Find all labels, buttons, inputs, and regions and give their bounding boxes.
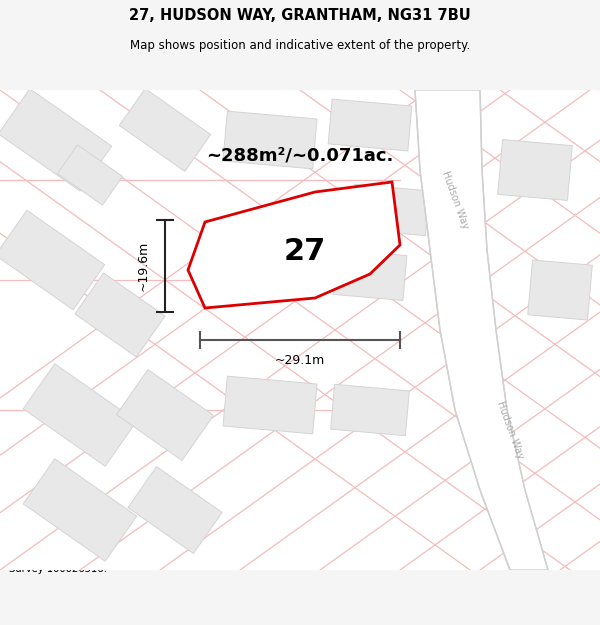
Polygon shape <box>23 364 137 466</box>
Polygon shape <box>0 210 104 310</box>
Polygon shape <box>328 99 412 151</box>
Polygon shape <box>116 369 214 461</box>
Text: Contains OS data © Crown copyright and database right 2021. This information is : Contains OS data © Crown copyright and d… <box>9 529 587 574</box>
Polygon shape <box>223 376 317 434</box>
Polygon shape <box>0 89 112 191</box>
Text: ~19.6m: ~19.6m <box>137 241 149 291</box>
Polygon shape <box>223 241 317 299</box>
Polygon shape <box>415 90 548 570</box>
Polygon shape <box>333 249 407 301</box>
Polygon shape <box>498 139 572 201</box>
Text: Map shows position and indicative extent of the property.: Map shows position and indicative extent… <box>130 39 470 51</box>
Text: ~288m²/~0.071ac.: ~288m²/~0.071ac. <box>206 146 394 164</box>
Polygon shape <box>223 111 317 169</box>
Text: 27, HUDSON WAY, GRANTHAM, NG31 7BU: 27, HUDSON WAY, GRANTHAM, NG31 7BU <box>129 8 471 23</box>
Polygon shape <box>75 273 165 357</box>
Polygon shape <box>58 145 122 205</box>
Polygon shape <box>331 384 409 436</box>
Text: Hudson Way: Hudson Way <box>495 400 525 460</box>
Polygon shape <box>23 459 137 561</box>
Polygon shape <box>188 182 400 308</box>
Polygon shape <box>350 184 430 236</box>
Text: Hudson Way: Hudson Way <box>440 170 470 230</box>
Text: 27: 27 <box>284 238 326 266</box>
Text: ~29.1m: ~29.1m <box>275 354 325 366</box>
Polygon shape <box>528 260 592 320</box>
Polygon shape <box>128 467 222 553</box>
Polygon shape <box>119 89 211 171</box>
